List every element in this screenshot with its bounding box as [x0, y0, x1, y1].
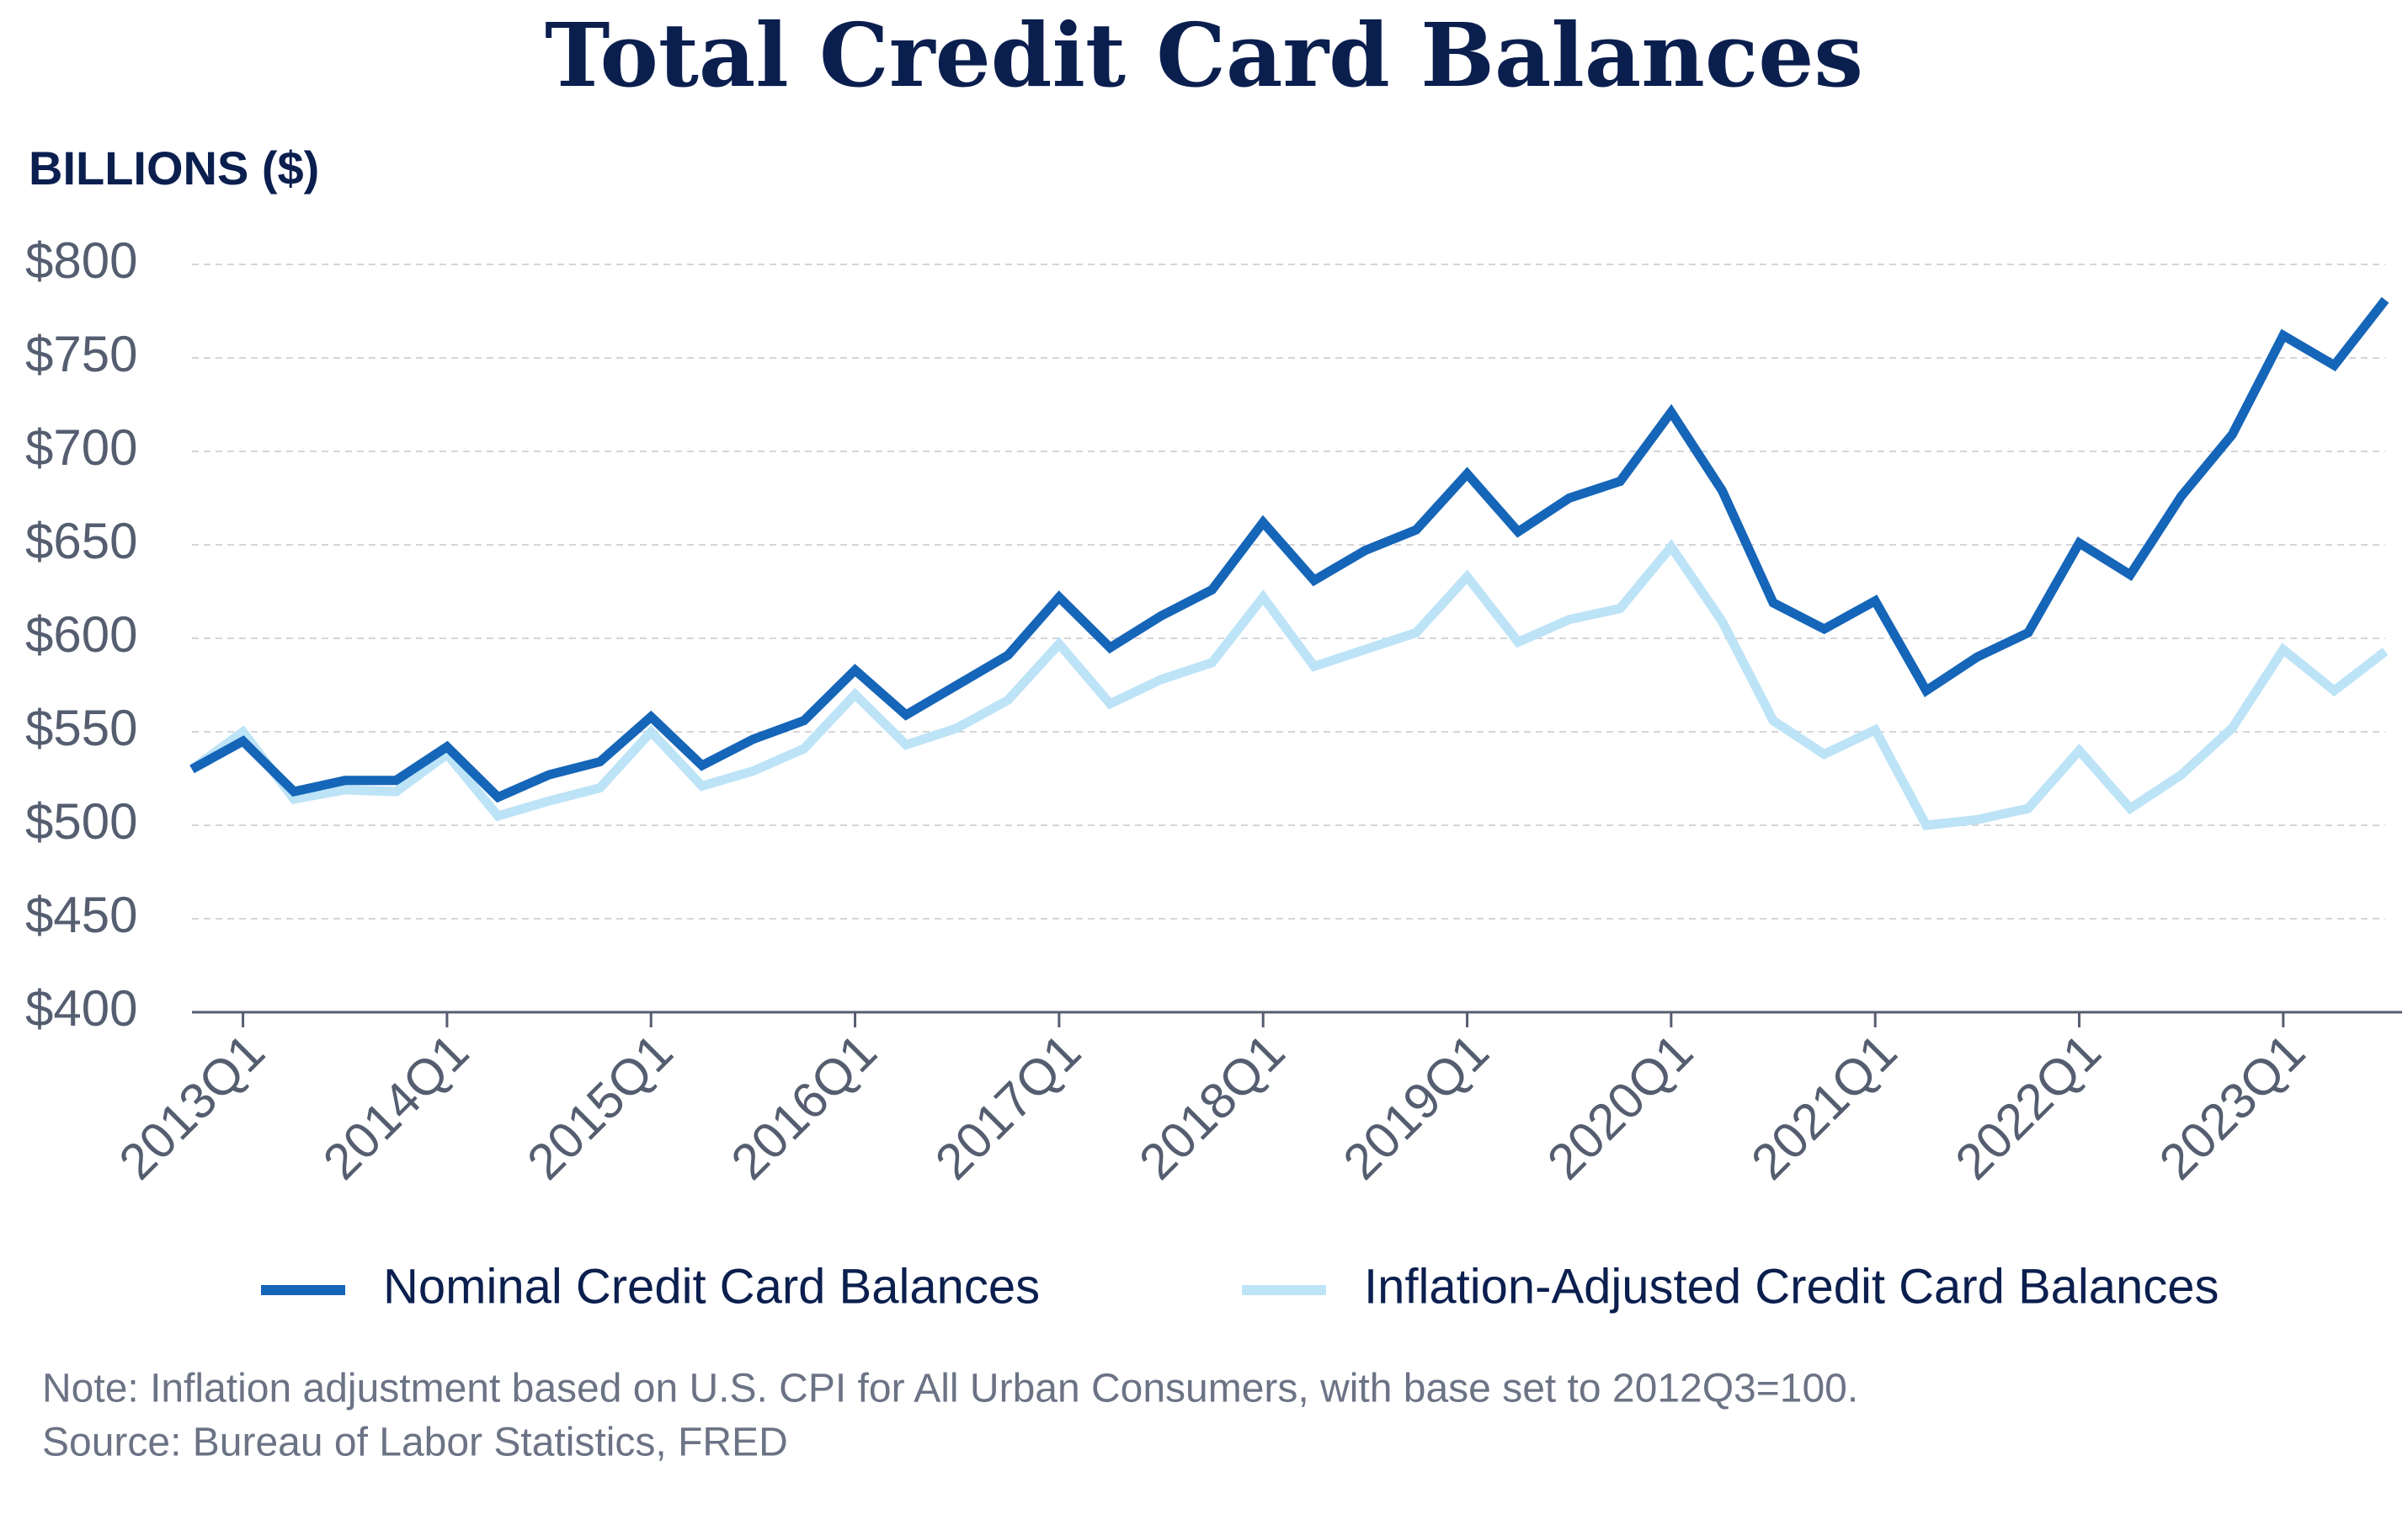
y-tick-label: $700	[25, 419, 137, 476]
y-tick-label: $400	[25, 980, 137, 1037]
chart-title: Total Credit Card Balances	[545, 3, 1863, 107]
x-tick-label: 2018Q1	[1128, 1023, 1295, 1190]
y-tick-label: $500	[25, 793, 137, 850]
x-tick-label: 2017Q1	[924, 1023, 1091, 1190]
legend-label: Inflation-Adjusted Credit Card Balances	[1364, 1259, 2219, 1314]
x-tick-label: 2013Q1	[109, 1023, 275, 1190]
line-series	[189, 539, 2389, 830]
y-tick-label: $800	[25, 232, 137, 289]
x-tick-label: 2014Q1	[312, 1023, 479, 1190]
x-tick-label: 2021Q1	[1740, 1023, 1907, 1190]
y-tick-label: $650	[25, 513, 137, 569]
x-tick-label: 2016Q1	[721, 1023, 887, 1190]
source: Source: Bureau of Labor Statistics, FRED	[42, 1421, 788, 1465]
x-tick-label: 2023Q1	[2149, 1023, 2315, 1190]
note: Note: Inflation adjustment based on U.S.…	[42, 1367, 1858, 1411]
y-tick-label: $600	[25, 606, 137, 663]
y-tick-label: $450	[25, 887, 137, 943]
y-tick-label: $550	[25, 700, 137, 756]
y-axis-label: BILLIONS ($)	[29, 141, 319, 195]
line-series	[189, 296, 2389, 803]
x-tick-label: 2019Q1	[1333, 1023, 1500, 1190]
x-tick-label: 2015Q1	[516, 1023, 683, 1190]
legend-label: Nominal Credit Card Balances	[383, 1259, 1040, 1314]
x-tick-label: 2022Q1	[1945, 1023, 2112, 1190]
x-tick-label: 2020Q1	[1537, 1023, 1703, 1190]
y-tick-label: $750	[25, 326, 137, 382]
